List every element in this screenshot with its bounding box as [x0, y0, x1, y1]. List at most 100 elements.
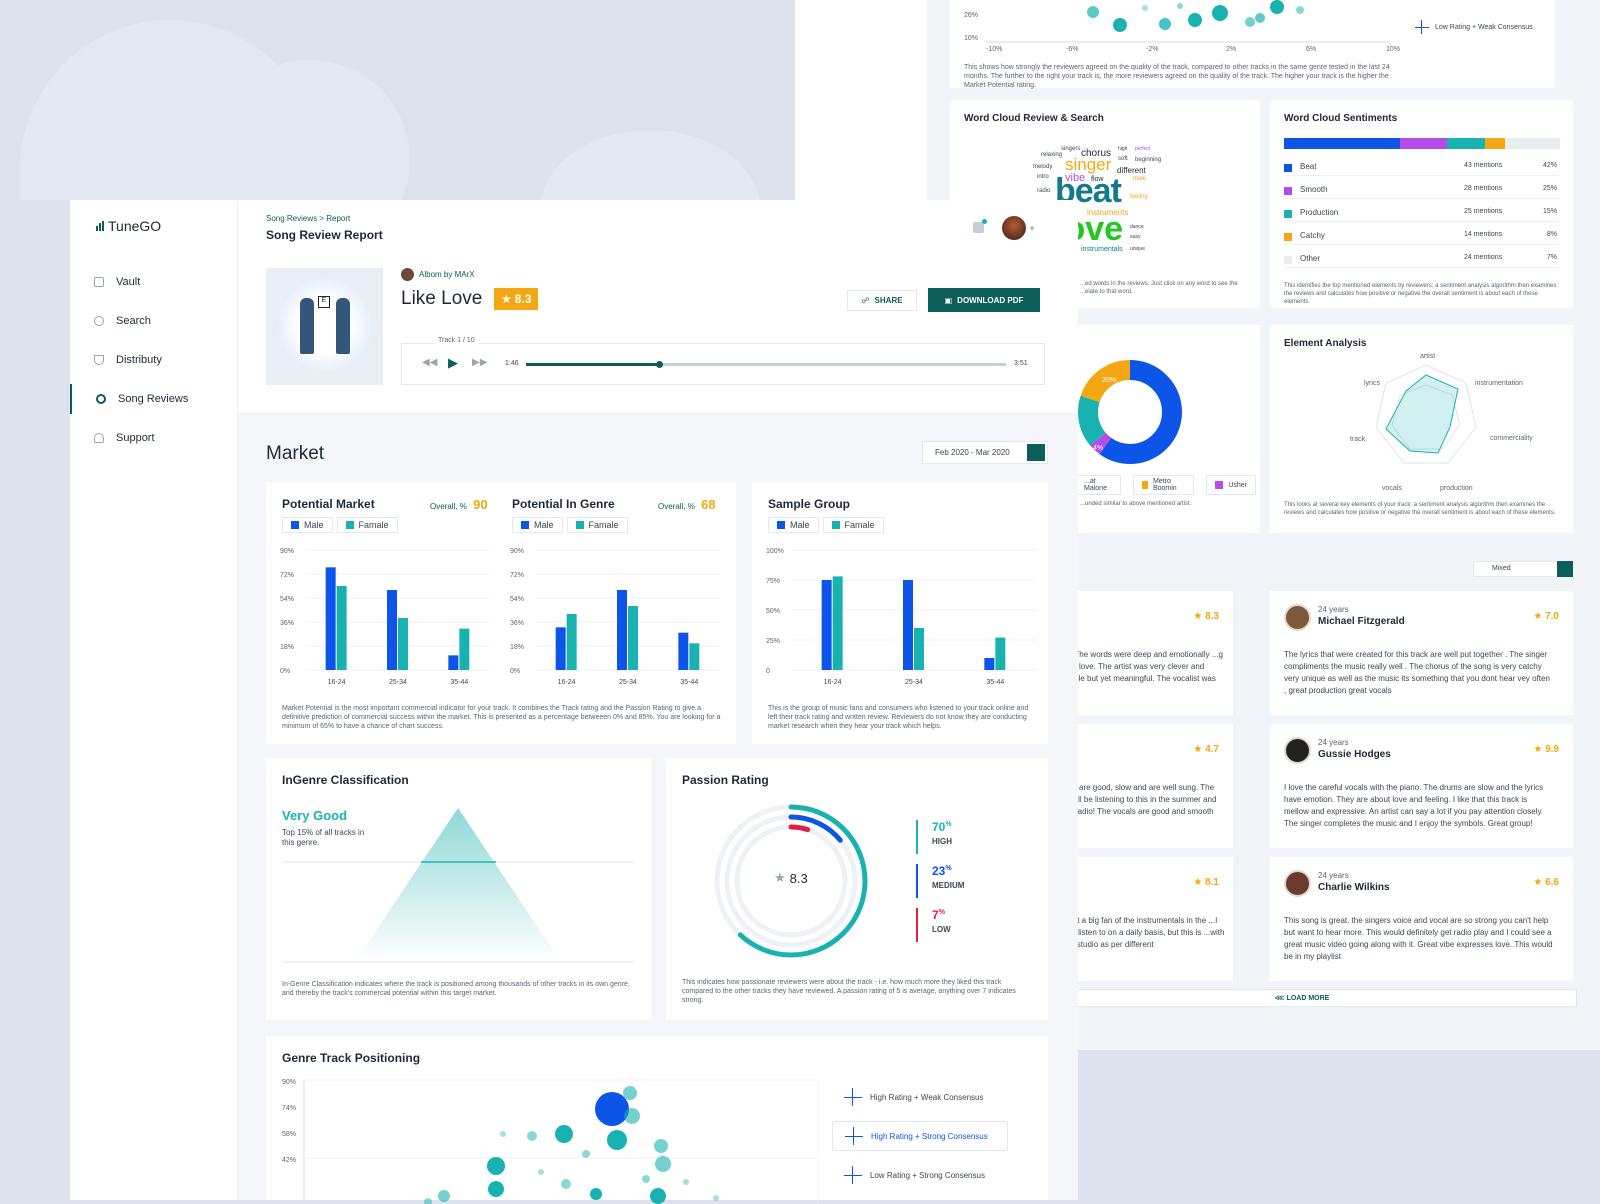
passion-level-low: 7% LOW [916, 908, 996, 942]
cloud-word[interactable]: relaxing [1041, 152, 1063, 158]
star-icon: ★ [501, 292, 512, 306]
passion-ring-high [714, 804, 868, 958]
sentiment-swatch [1284, 164, 1292, 172]
date-range-picker[interactable]: Feb 2020 - Mar 2020 [922, 441, 1048, 464]
review-text: This song is great. the singers voice an… [1284, 916, 1553, 961]
sentiment-swatch [1284, 256, 1292, 264]
category-label: 16-24 [558, 679, 576, 686]
positioning-legend-item[interactable]: High Rating + Strong Consensus [832, 1121, 1008, 1151]
pdf-icon: ▣ [944, 295, 953, 305]
cloud-word[interactable]: male [1133, 176, 1147, 182]
review-text: ...us. The words were deep and emotional… [1055, 650, 1223, 683]
cloud-word[interactable]: unique [1130, 246, 1146, 252]
play-icon[interactable]: ▶ [448, 355, 458, 370]
review-card[interactable]: ★ 8.3 ...us. The words were deep and emot… [1055, 591, 1233, 715]
cloud-word[interactable]: radio [1037, 188, 1051, 194]
y-tick-label: 25% [766, 638, 780, 645]
sentiment-segment [1485, 138, 1505, 149]
logo[interactable]: TuneGO [96, 218, 161, 234]
notification-icon[interactable] [973, 219, 987, 233]
potential-genre-title: Potential In Genre [512, 497, 615, 511]
sentiment-label: Other [1300, 254, 1321, 263]
progress-track[interactable] [526, 361, 1006, 368]
sidebar-item-vault[interactable]: Vault [70, 267, 238, 297]
cloud-word[interactable]: soft [1118, 156, 1128, 162]
sentiment-row[interactable]: Smooth 28 mentions 25% [1284, 185, 1559, 199]
sidebar-item-support[interactable]: Support [70, 423, 238, 453]
category-label: 35-44 [680, 679, 698, 686]
potential-market-title: Potential Market [282, 497, 375, 511]
cloud-word[interactable]: perfect [1135, 146, 1151, 152]
review-card[interactable]: ★ 8.1 ...n not a big fan of the instrumen… [1055, 857, 1233, 981]
cloud-word[interactable]: intro [1037, 174, 1049, 180]
next-icon[interactable]: ▶▶ [472, 357, 488, 368]
cloud-word[interactable]: chorus [1081, 148, 1112, 159]
cloud-word[interactable]: different [1117, 166, 1146, 175]
positioning-legend-item[interactable]: Low Rating + Strong Consensus [832, 1160, 1008, 1190]
load-more-button[interactable]: ⋘ LOAD MORE [1027, 989, 1577, 1007]
artist-avatar [401, 268, 414, 281]
chart-legend: Male Famale [512, 516, 632, 534]
album-by[interactable]: Albom by MArX [401, 268, 475, 281]
y-tick-label: 36% [510, 620, 524, 627]
element-analysis-description: This looks at several key elements of yo… [1284, 502, 1556, 516]
filter-icon[interactable] [1557, 561, 1573, 577]
sentiment-mentions: 14 mentions [1464, 231, 1503, 238]
cloud-word[interactable]: dance [1130, 224, 1144, 230]
cloud-word[interactable]: singers [1061, 146, 1081, 152]
cloud-word[interactable]: melody [1033, 164, 1053, 170]
download-label: DOWNLOAD PDF [957, 295, 1024, 305]
reviewer-name: Charlie Wilkins [1318, 882, 1390, 893]
review-filter-select[interactable]: Mixed [1473, 561, 1573, 577]
cloud-word[interactable]: easy [1130, 234, 1141, 240]
pyramid-shape [355, 808, 561, 962]
potential-description: Market Potential is the most important c… [282, 705, 721, 730]
share-icon: ☍ [861, 296, 870, 305]
y-tick-label: 18% [510, 644, 524, 651]
consensus-scatter-card: 26% 10% -10% -6% -2% 2% 6% 10% This shows how… [950, 0, 1555, 89]
track-point [595, 1092, 629, 1126]
sidebar-item-song-reviews[interactable]: Song Reviews [70, 384, 238, 414]
breadcrumb[interactable]: Song Reviews > Report [266, 214, 351, 223]
bar-male [678, 632, 689, 670]
sentiment-row[interactable]: Production 25 mentions 15% [1284, 208, 1559, 222]
legend-label: Low Rating + Weak Consensus [1435, 23, 1533, 31]
calendar-icon[interactable] [1027, 444, 1045, 461]
cloud-word[interactable]: beginning [1135, 157, 1162, 163]
review-rating-value: 4.7 [1205, 744, 1219, 755]
cloud-word[interactable]: high [1118, 146, 1128, 152]
download-pdf-button[interactable]: ▣ DOWNLOAD PDF [928, 288, 1040, 312]
share-button[interactable]: ☍ SHARE [847, 290, 917, 311]
sidebar: TuneGO Vault Search Distributy Song Revi… [70, 200, 238, 1200]
previous-icon[interactable]: ◀◀ [422, 357, 438, 368]
sidebar-item-distributy[interactable]: Distributy [70, 345, 238, 375]
review-card[interactable]: ★ 4.7 ...rses are good, slow and are well… [1055, 724, 1233, 848]
star-icon: ★ [774, 870, 786, 885]
cloud-word[interactable]: singer [1065, 155, 1112, 174]
cloud-word[interactable]: instruments [1087, 208, 1129, 217]
sidebar-item-search[interactable]: Search [70, 306, 238, 336]
genre-positioning-scatter: 90% 74% 58% 42% [282, 1079, 819, 1204]
cloud-word[interactable]: flow [1091, 176, 1104, 183]
market-title: Market [266, 443, 325, 464]
cloud-word[interactable]: feeling [1130, 194, 1148, 200]
sentiment-segment [1399, 138, 1447, 149]
sentiment-row[interactable]: Other 24 mentions 7% [1284, 254, 1559, 268]
chevron-down-icon[interactable]: ▾ [1030, 224, 1035, 233]
bar-famale [398, 618, 408, 670]
element-radar-chart: artist instrumentation commerciality pro… [1350, 353, 1533, 492]
sentiment-row[interactable]: Beat 43 mentions 42% [1284, 162, 1559, 176]
positioning-legend-item[interactable]: High Rating + Weak Consensus [832, 1082, 1008, 1112]
user-avatar[interactable] [1002, 216, 1026, 240]
progress-handle[interactable] [656, 361, 664, 368]
review-card[interactable]: 24 years Gussie Hodges ★ 9.9 I love the car… [1270, 724, 1573, 848]
passion-description: This indicates how passionate reviewers … [682, 979, 1016, 1004]
x-tick-label: -2% [1146, 46, 1158, 53]
sentiment-row[interactable]: Catchy 14 mentions 8% [1284, 231, 1559, 245]
bar-male [903, 580, 913, 670]
review-card[interactable]: 24 years Michael Fitzgerald ★ 7.0 The lyric… [1270, 591, 1573, 715]
cloud-word[interactable]: vibe [1065, 172, 1086, 184]
cloud-word[interactable]: instrumentals [1081, 246, 1123, 253]
review-card[interactable]: 24 years Charlie Wilkins ★ 6.6 This song is… [1270, 857, 1573, 981]
sentiment-swatch [1284, 187, 1292, 195]
